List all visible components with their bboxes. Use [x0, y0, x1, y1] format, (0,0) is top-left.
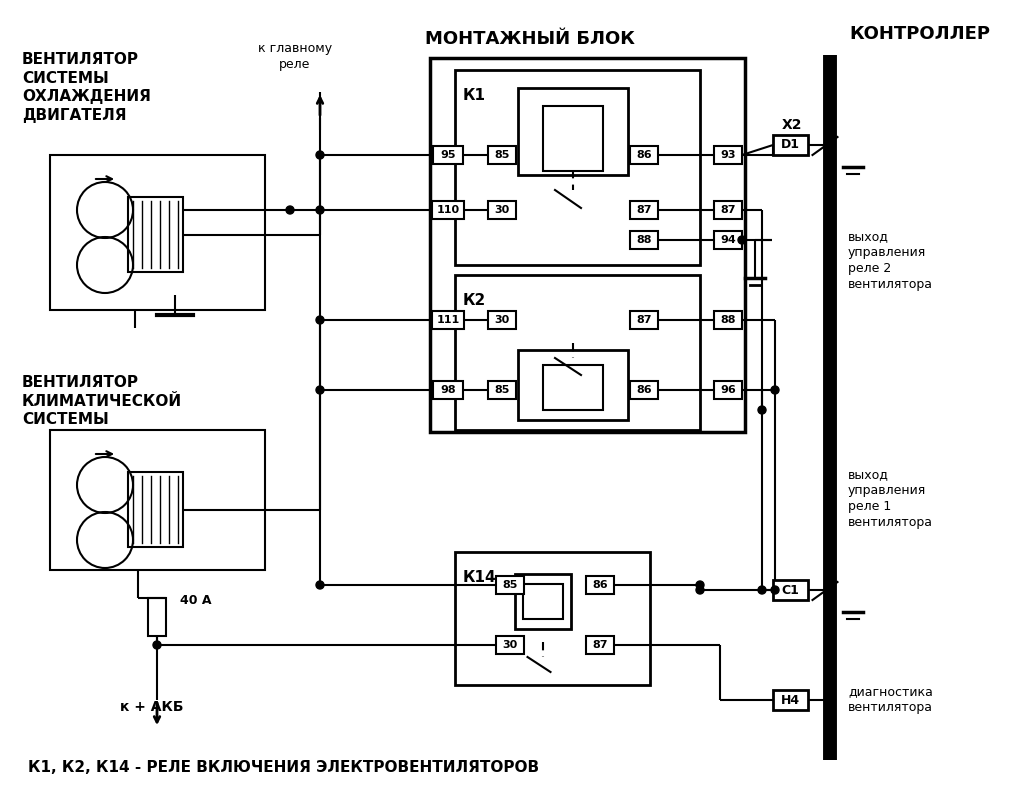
Bar: [496, 636, 524, 654]
Bar: [630, 146, 658, 164]
Bar: [772, 580, 808, 600]
Bar: [714, 381, 742, 399]
Text: выход
управления
реле 2
вентилятора: выход управления реле 2 вентилятора: [848, 230, 933, 291]
Text: 94: 94: [720, 235, 736, 245]
Circle shape: [758, 586, 766, 594]
Text: 87: 87: [592, 640, 608, 650]
Text: 98: 98: [440, 385, 456, 395]
Bar: [455, 275, 700, 430]
Text: МОНТАЖНЫЙ БЛОК: МОНТАЖНЫЙ БЛОК: [425, 30, 635, 48]
Circle shape: [316, 581, 324, 589]
Circle shape: [738, 236, 746, 244]
Text: Х2: Х2: [782, 118, 803, 132]
Text: К1: К1: [463, 88, 486, 103]
Bar: [488, 201, 516, 219]
Bar: [432, 201, 464, 219]
Bar: [455, 552, 650, 685]
Circle shape: [316, 151, 324, 159]
Text: 85: 85: [495, 150, 510, 160]
Text: ВЕНТИЛЯТОР
СИСТЕМЫ
ОХЛАЖДЕНИЯ
ДВИГАТЕЛЯ: ВЕНТИЛЯТОР СИСТЕМЫ ОХЛАЖДЕНИЯ ДВИГАТЕЛЯ: [22, 52, 151, 123]
Bar: [432, 311, 464, 329]
Text: Н4: Н4: [780, 694, 800, 706]
Text: 85: 85: [503, 580, 518, 590]
Text: 88: 88: [720, 315, 736, 325]
Bar: [430, 58, 745, 432]
Bar: [488, 311, 516, 329]
Text: К1, К2, К14 - РЕЛЕ ВКЛЮЧЕНИЯ ЭЛЕКТРОВЕНТИЛЯТОРОВ: К1, К2, К14 - РЕЛЕ ВКЛЮЧЕНИЯ ЭЛЕКТРОВЕНТ…: [28, 760, 539, 775]
Text: диагностика
вентилятора: диагностика вентилятора: [848, 685, 933, 714]
Bar: [714, 201, 742, 219]
Text: 30: 30: [495, 315, 510, 325]
Text: 93: 93: [720, 150, 736, 160]
Text: к + АКБ: к + АКБ: [120, 700, 183, 714]
Text: 96: 96: [720, 385, 736, 395]
Text: 30: 30: [503, 640, 517, 650]
Circle shape: [696, 586, 705, 594]
Text: 87: 87: [636, 315, 651, 325]
Text: D1: D1: [780, 139, 800, 151]
Text: 86: 86: [636, 385, 652, 395]
Text: 95: 95: [440, 150, 456, 160]
Bar: [630, 381, 658, 399]
Text: К2: К2: [463, 293, 486, 308]
Bar: [518, 88, 628, 175]
Text: ВЕНТИЛЯТОР
КЛИМАТИЧЕСКОЙ
СИСТЕМЫ: ВЕНТИЛЯТОР КЛИМАТИЧЕСКОЙ СИСТЕМЫ: [22, 375, 182, 427]
Text: 40 А: 40 А: [180, 594, 212, 606]
Text: к главному
реле: к главному реле: [258, 42, 332, 71]
Text: 88: 88: [636, 235, 651, 245]
Bar: [772, 135, 808, 155]
Bar: [496, 576, 524, 594]
Text: 87: 87: [720, 205, 736, 215]
Circle shape: [316, 386, 324, 394]
Bar: [543, 365, 603, 410]
Bar: [50, 155, 265, 310]
Circle shape: [316, 206, 324, 214]
Bar: [433, 381, 463, 399]
Bar: [488, 381, 516, 399]
Text: 111: 111: [436, 315, 460, 325]
Text: выход
управления
реле 1
вентилятора: выход управления реле 1 вентилятора: [848, 468, 933, 529]
Text: 85: 85: [495, 385, 510, 395]
Bar: [50, 430, 265, 570]
Bar: [772, 690, 808, 710]
Bar: [630, 311, 658, 329]
Bar: [543, 106, 603, 171]
Bar: [518, 350, 628, 420]
Bar: [522, 584, 562, 619]
Text: 110: 110: [436, 205, 460, 215]
Circle shape: [771, 386, 779, 394]
Bar: [128, 472, 183, 547]
Bar: [455, 70, 700, 265]
Text: 87: 87: [636, 205, 651, 215]
Bar: [128, 197, 183, 272]
Circle shape: [696, 581, 705, 589]
Circle shape: [316, 316, 324, 324]
Bar: [514, 574, 570, 629]
Bar: [586, 636, 614, 654]
Bar: [148, 598, 166, 636]
Bar: [586, 576, 614, 594]
Text: С1: С1: [781, 583, 799, 597]
Circle shape: [771, 586, 779, 594]
Circle shape: [758, 406, 766, 414]
Circle shape: [153, 641, 161, 649]
Bar: [630, 201, 658, 219]
Bar: [488, 146, 516, 164]
Circle shape: [286, 206, 294, 214]
Bar: [630, 231, 658, 249]
Text: 86: 86: [592, 580, 608, 590]
Bar: [714, 231, 742, 249]
Bar: [433, 146, 463, 164]
Text: КОНТРОЛЛЕР: КОНТРОЛЛЕР: [850, 25, 990, 43]
Text: К14: К14: [463, 570, 497, 585]
Text: 30: 30: [495, 205, 510, 215]
Bar: [714, 311, 742, 329]
Bar: [714, 146, 742, 164]
Text: 86: 86: [636, 150, 652, 160]
